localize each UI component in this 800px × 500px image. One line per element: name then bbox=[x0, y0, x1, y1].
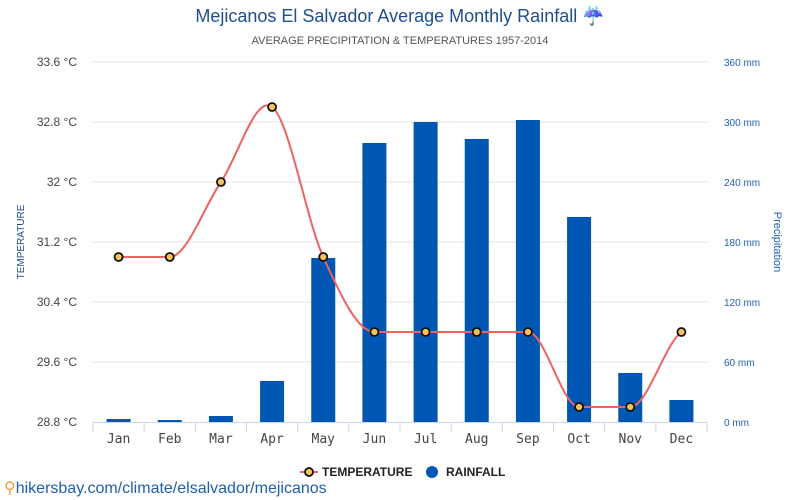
temperature-point bbox=[625, 402, 636, 412]
y-tick-left: 30.4 °C bbox=[37, 295, 77, 309]
legend-rainfall-icon bbox=[426, 466, 438, 478]
y-tick-right: 300 mm bbox=[724, 118, 760, 129]
rainfall-bar bbox=[515, 120, 540, 422]
y-tick-left: 29.6 °C bbox=[37, 355, 77, 369]
x-tick-label: Mar bbox=[209, 432, 233, 447]
rainfall-bar bbox=[311, 258, 336, 422]
y-tick-left: 32.8 °C bbox=[37, 115, 77, 129]
temperature-point bbox=[113, 252, 124, 262]
legend-temperature-marker-icon bbox=[304, 467, 314, 477]
x-tick-label: Oct bbox=[567, 432, 590, 447]
temperature-point bbox=[267, 102, 277, 112]
y-tick-right: 240 mm bbox=[724, 178, 760, 189]
map-pin-icon: ⚲ bbox=[4, 480, 16, 497]
rainfall-bar bbox=[157, 420, 182, 422]
y-tick-right: 180 mm bbox=[724, 238, 760, 249]
temperature-point bbox=[676, 327, 687, 337]
y-tick-right: 360 mm bbox=[724, 58, 760, 69]
x-tick-label: Jan bbox=[107, 432, 130, 447]
y-tick-right: 0 mm bbox=[724, 418, 749, 429]
x-tick-label: Sep bbox=[516, 432, 540, 447]
umbrella-rain-icon: ☔ bbox=[582, 6, 605, 26]
temperature-point bbox=[369, 327, 380, 337]
legend-temperature-label: TEMPERATURE bbox=[322, 465, 412, 479]
x-tick-label: Apr bbox=[260, 432, 284, 447]
y-tick-left: 33.6 °C bbox=[37, 55, 77, 69]
temperature-point bbox=[574, 402, 584, 412]
rainfall-bar bbox=[106, 419, 131, 422]
y-tick-right: 120 mm bbox=[724, 298, 760, 309]
y-tick-left: 31.2 °C bbox=[37, 235, 77, 249]
temperature-point bbox=[216, 177, 226, 187]
y-axis-title-right: Precipitation bbox=[771, 212, 783, 273]
rainfall-bar bbox=[208, 416, 233, 422]
rainfall-bar bbox=[567, 217, 592, 422]
y-tick-left: 28.8 °C bbox=[37, 415, 77, 429]
x-tick-label: Aug bbox=[465, 432, 488, 447]
x-tick-label: Nov bbox=[619, 432, 643, 447]
temperature-point bbox=[318, 252, 329, 262]
y-tick-left: 32 °C bbox=[47, 175, 77, 189]
temperature-point bbox=[164, 252, 175, 262]
legend-rainfall-label: RAINFALL bbox=[446, 465, 505, 479]
rainfall-bar bbox=[260, 381, 285, 422]
temperature-point bbox=[420, 327, 431, 337]
rainfall-bar bbox=[362, 143, 387, 422]
rainfall-bar bbox=[618, 373, 643, 422]
temperature-point bbox=[523, 327, 533, 337]
y-axis-title-left: TEMPERATURE bbox=[16, 204, 27, 279]
rainfall-bar bbox=[669, 400, 694, 422]
chart-title: Mejicanos El Salvador Average Monthly Ra… bbox=[195, 6, 605, 26]
x-tick-label: Dec bbox=[670, 432, 693, 447]
y-tick-right: 60 mm bbox=[724, 358, 755, 369]
rainfall-bar bbox=[464, 139, 489, 422]
x-tick-label: Feb bbox=[158, 432, 182, 447]
temperature-point bbox=[471, 327, 482, 337]
x-tick-label: Jul bbox=[414, 432, 437, 447]
rainfall-bar bbox=[413, 122, 438, 422]
x-tick-label: May bbox=[312, 432, 336, 447]
source-link[interactable]: ⚲hikersbay.com/climate/elsalvador/mejica… bbox=[4, 480, 327, 497]
chart-subtitle: AVERAGE PRECIPITATION & TEMPERATURES 195… bbox=[251, 35, 549, 47]
x-tick-label: Jun bbox=[363, 432, 386, 447]
